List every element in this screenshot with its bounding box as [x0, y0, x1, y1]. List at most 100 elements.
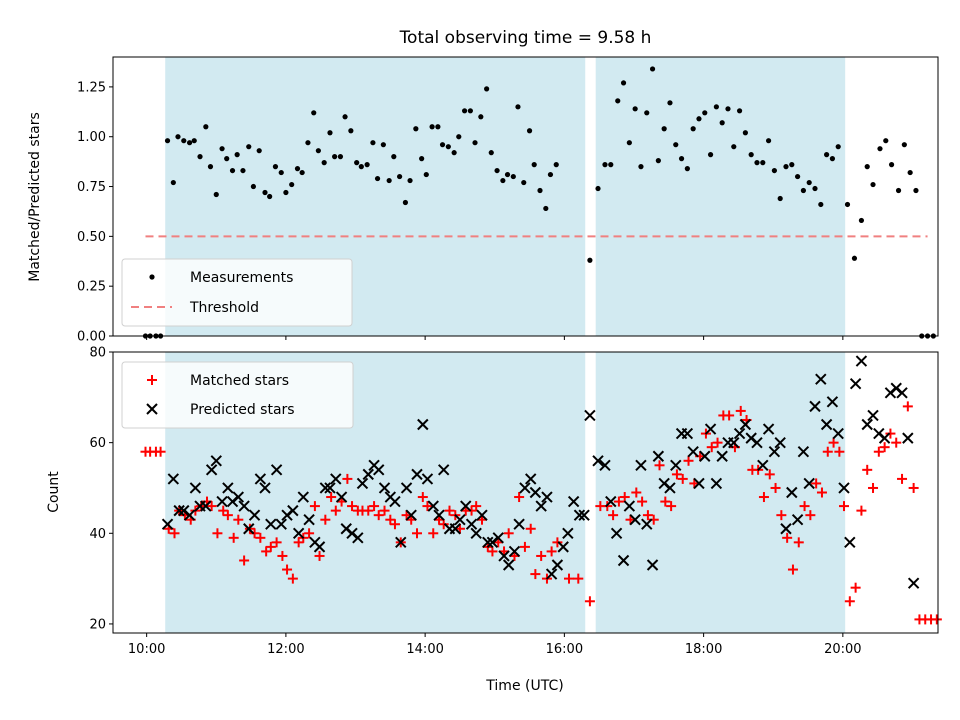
- measurement-point: [402, 199, 409, 206]
- measurement-point: [386, 177, 392, 184]
- measurement-point: [789, 162, 795, 168]
- measurement-point: [719, 120, 725, 126]
- predicted-stars-point: [427, 500, 439, 512]
- x-tick-label: 12:00: [267, 642, 304, 657]
- predicted-stars-point: [297, 491, 310, 503]
- predicted-stars-point: [641, 518, 653, 530]
- predicted-stars-point: [844, 536, 856, 549]
- predicted-stars-point: [173, 504, 185, 517]
- measurement-point: [262, 189, 268, 196]
- measurement-point: [771, 167, 777, 174]
- predicted-stars-point: [238, 500, 250, 512]
- legend-threshold-label: Threshold: [189, 300, 259, 316]
- measurement-point: [731, 144, 737, 150]
- predicted-stars-point: [780, 523, 792, 535]
- matched-stars-point: [487, 546, 498, 557]
- measurement-point: [812, 185, 818, 192]
- matched-stars-point: [908, 482, 919, 493]
- predicted-stars-point: [378, 482, 391, 494]
- matched-stars-point: [564, 573, 575, 584]
- predicted-stars-point: [815, 373, 827, 385]
- matched-stars-point: [931, 614, 942, 625]
- measurement-point: [224, 156, 230, 162]
- measurement-point: [181, 138, 187, 144]
- top-y-tick-label: 0.50: [77, 230, 106, 245]
- measurement-point: [510, 173, 516, 180]
- predicted-stars-point: [728, 436, 740, 449]
- measurement-point: [587, 257, 593, 263]
- matched-stars-point: [385, 514, 396, 525]
- legend-predicted-label: Predicted stars: [190, 402, 295, 418]
- measurement-point: [423, 171, 429, 178]
- predicted-stars-point: [751, 436, 763, 449]
- measurement-point: [684, 166, 690, 172]
- legend-matched-marker: [147, 375, 157, 385]
- predicted-stars-point: [362, 468, 374, 481]
- matched-stars-point: [309, 501, 320, 512]
- measurement-point: [191, 138, 197, 144]
- bottom-axes: 20 40 60 80 10:00 12:00 14:00 16:00 18:00 20:00: [89, 346, 939, 657]
- matched-stars-point: [816, 487, 827, 498]
- predicted-stars-point: [529, 486, 542, 499]
- measurement-point: [299, 169, 305, 176]
- matched-stars-point: [891, 437, 902, 448]
- matched-stars-point: [706, 442, 717, 453]
- bottom-legend-box: [121, 361, 354, 429]
- chart-title: Total observing time = 9.58 h: [399, 28, 652, 48]
- matched-stars-point: [428, 528, 439, 539]
- predicted-stars-point: [335, 491, 348, 503]
- matched-stars-point: [879, 442, 890, 453]
- predicted-stars-point: [557, 541, 569, 553]
- predicted-stars-point: [243, 523, 255, 535]
- matched-stars-point: [519, 541, 530, 552]
- measurement-point: [234, 152, 240, 158]
- matched-stars-point: [631, 487, 642, 498]
- predicted-stars-point: [498, 550, 510, 562]
- matched-stars-point: [770, 482, 781, 493]
- predicted-stars-point: [200, 500, 212, 512]
- measurement-point: [213, 191, 219, 198]
- measurement-point: [197, 154, 203, 160]
- bottom-panel: 20 40 60 80 10:00 12:00 14:00 16:00 18:00 20:00 C…: [46, 346, 942, 694]
- top-legend-box: [121, 258, 353, 327]
- predicted-stars-point: [535, 500, 547, 512]
- predicted-stars-point: [599, 459, 611, 472]
- measurement-point: [644, 110, 650, 116]
- predicted-stars-point: [809, 400, 821, 413]
- count-points: [140, 355, 942, 625]
- measurement-point: [673, 142, 679, 148]
- predicted-stars-point: [183, 509, 196, 521]
- measurement-point: [342, 114, 348, 120]
- matched-stars-point: [671, 469, 682, 480]
- predicted-stars-point: [635, 459, 647, 472]
- measurement-point: [736, 108, 743, 114]
- x-tick-label: 16:00: [546, 642, 583, 657]
- top-y-tick-label: 1.25: [77, 80, 106, 95]
- measurement-point: [229, 167, 236, 174]
- measurement-point: [777, 195, 783, 202]
- predicted-stars-point: [797, 446, 810, 458]
- measurement-point: [186, 140, 193, 146]
- matched-stars-point: [776, 510, 787, 521]
- measurement-point: [858, 217, 865, 224]
- matched-stars-point: [347, 501, 358, 512]
- measurement-point: [467, 108, 473, 114]
- matched-stars-point: [902, 401, 913, 412]
- matched-stars-point: [265, 541, 276, 552]
- measurement-point: [655, 158, 661, 164]
- predicted-stars-point: [248, 509, 261, 521]
- legend-measurements-label: Measurements: [190, 270, 293, 286]
- measurement-point: [748, 152, 754, 158]
- measurement-point: [207, 164, 214, 170]
- matched-stars-point: [822, 446, 833, 457]
- measurement-point: [800, 187, 807, 194]
- observing-period-2: [595, 57, 846, 336]
- predicted-stars-point: [216, 495, 228, 508]
- predicted-stars-point: [704, 423, 717, 435]
- matched-stars-point: [654, 460, 665, 471]
- bottom-axes-frame: [112, 351, 939, 634]
- predicted-stars-point: [330, 473, 342, 485]
- matched-stars-point: [552, 537, 563, 548]
- matched-stars-point: [782, 532, 793, 543]
- matched-stars-point: [677, 473, 688, 484]
